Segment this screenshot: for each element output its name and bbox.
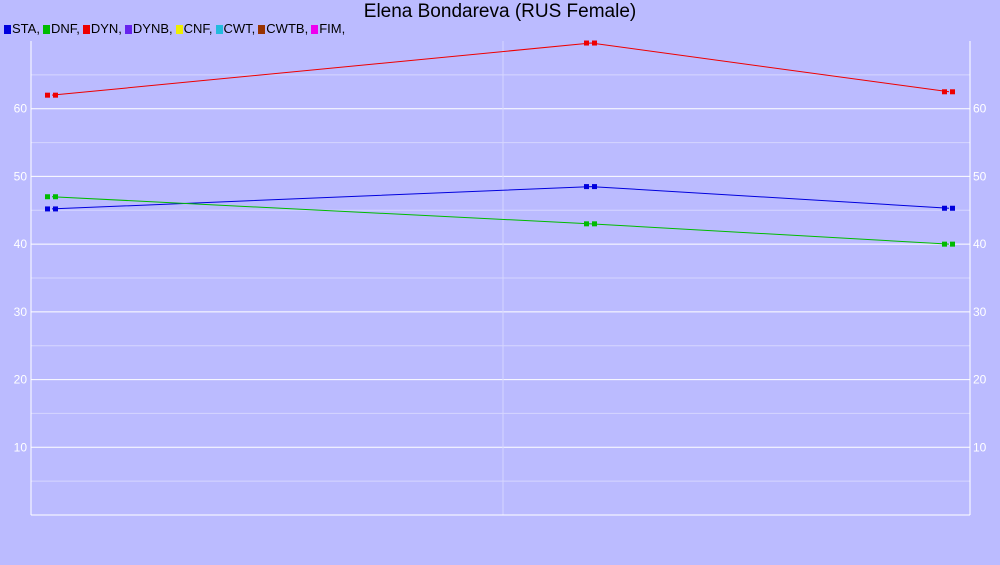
legend-item: CNF, [175,21,213,36]
data-point [950,89,955,95]
legend-label: CWT, [223,21,256,36]
legend-label: STA, [12,21,40,36]
y-tick-label-right: 20 [973,373,987,387]
data-point [45,206,50,212]
y-tick-label-right: 60 [973,102,987,116]
legend-swatch [311,25,319,34]
data-point [950,241,955,247]
y-tick-label-left: 40 [14,237,28,251]
data-point [942,205,947,211]
legend-label: DYN, [90,21,122,36]
legend-item: CWT, [215,21,256,36]
legend-item: CWTB, [258,21,308,36]
y-tick-label-right: 50 [973,169,987,183]
legend-swatch [42,25,50,34]
legend-label: FIM, [319,21,346,36]
legend-item: STA, [4,21,40,36]
y-tick-label-left: 10 [14,440,28,454]
data-point [592,221,597,227]
y-tick-label-right: 40 [973,237,987,251]
legend: STA, DNF, DYN, DYNB, CNF, CWT, CWTB, FIM, [4,21,348,36]
legend-swatch [215,25,223,34]
legend-swatch [124,25,132,34]
data-point [584,40,589,46]
y-tick-label-left: 30 [14,305,28,319]
data-point [45,194,50,200]
legend-label: DNF, [50,21,80,36]
data-point [53,194,58,200]
series-line-sta [51,186,950,210]
legend-label: CNF, [183,21,213,36]
legend-swatch [258,25,266,34]
data-point [592,184,597,190]
y-tick-label-right: 30 [973,305,987,319]
data-point [942,241,947,247]
legend-item: DYN, [82,21,122,36]
y-tick-label-right: 10 [973,440,987,454]
data-point [950,205,955,211]
legend-swatch [175,25,183,34]
chart-title: Elena Bondareva (RUS Female) [363,1,637,22]
data-point [53,92,58,98]
data-point [584,184,589,190]
data-point [942,89,947,95]
data-point [53,206,58,212]
y-tick-label-left: 60 [14,102,28,116]
legend-swatch [4,25,11,34]
legend-item: FIM, [311,21,345,36]
legend-swatch [82,25,90,34]
series-line-dyn [51,42,950,96]
legend-item: DNF, [42,21,80,36]
data-point [592,40,597,46]
data-point [584,221,589,227]
legend-label: CWTB, [266,21,309,36]
series-line-dnf [51,196,950,245]
y-tick-label-left: 50 [14,169,28,183]
y-tick-label-left: 20 [14,373,28,387]
legend-item: DYNB, [124,21,173,36]
data-point [45,92,50,98]
legend-label: DYNB, [132,21,173,36]
